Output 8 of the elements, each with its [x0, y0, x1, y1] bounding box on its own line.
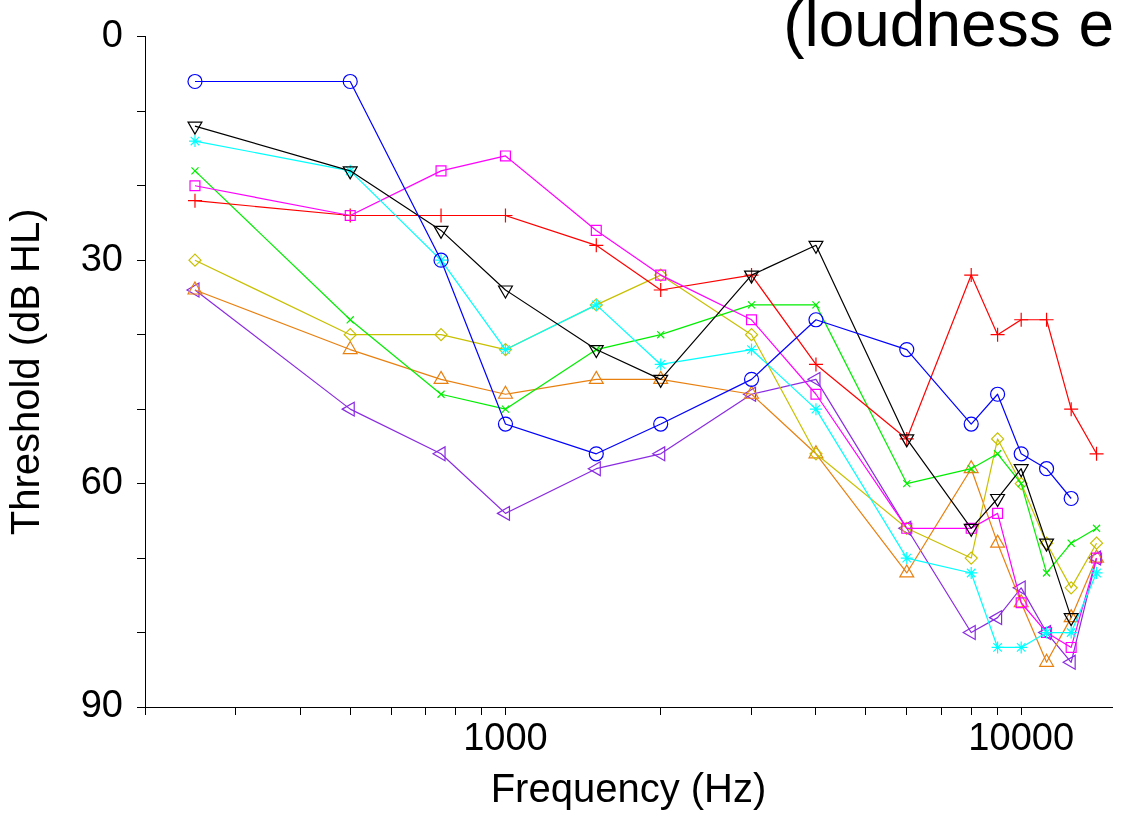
x-axis-title: Frequency (Hz): [490, 766, 767, 811]
y-tick-label: 30: [80, 236, 123, 279]
x-tick-label: 10000: [968, 716, 1075, 759]
y-tick-label: 90: [80, 683, 123, 726]
y-axis-title: Threshold (dB HL): [3, 208, 48, 536]
y-tick-label: 60: [80, 460, 123, 503]
x-tick-label: 1000: [463, 716, 548, 759]
y-tick-label: 0: [101, 13, 123, 56]
